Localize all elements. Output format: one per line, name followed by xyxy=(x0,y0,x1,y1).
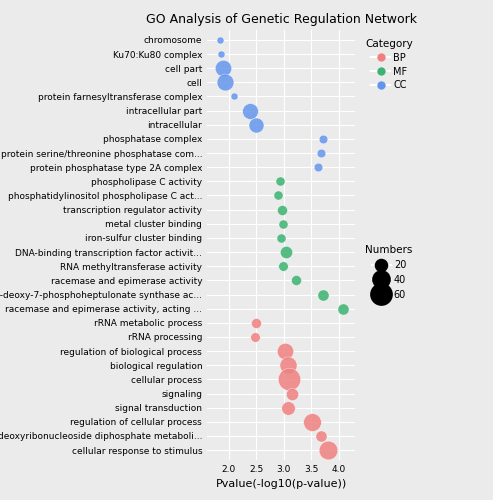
Point xyxy=(216,36,224,44)
Point xyxy=(279,220,286,228)
Point xyxy=(319,290,327,298)
Title: GO Analysis of Genetic Regulation Network: GO Analysis of Genetic Regulation Networ… xyxy=(145,13,417,26)
Point xyxy=(308,418,316,426)
Point xyxy=(231,92,239,100)
Legend: 20, 40, 60: 20, 40, 60 xyxy=(361,242,417,304)
Point xyxy=(279,262,286,270)
Point xyxy=(317,432,325,440)
Point xyxy=(284,361,292,369)
Point xyxy=(278,206,285,214)
Point xyxy=(277,234,285,242)
Point xyxy=(292,276,300,284)
Point xyxy=(288,390,296,398)
Point xyxy=(282,248,290,256)
Point xyxy=(274,192,282,200)
Point xyxy=(323,446,331,454)
Point xyxy=(317,149,325,157)
X-axis label: Pvalue(-log10(p-value)): Pvalue(-log10(p-value)) xyxy=(215,480,347,490)
Point xyxy=(285,376,293,384)
Point xyxy=(284,404,292,411)
Point xyxy=(217,50,225,58)
Point xyxy=(315,163,322,171)
Point xyxy=(219,64,227,72)
Point xyxy=(251,333,259,341)
Point xyxy=(281,347,289,355)
Point xyxy=(246,106,254,114)
Point xyxy=(252,319,260,327)
Point xyxy=(319,135,327,143)
Point xyxy=(276,178,284,186)
Point xyxy=(339,304,347,312)
Point xyxy=(221,78,229,86)
Point xyxy=(252,121,260,129)
